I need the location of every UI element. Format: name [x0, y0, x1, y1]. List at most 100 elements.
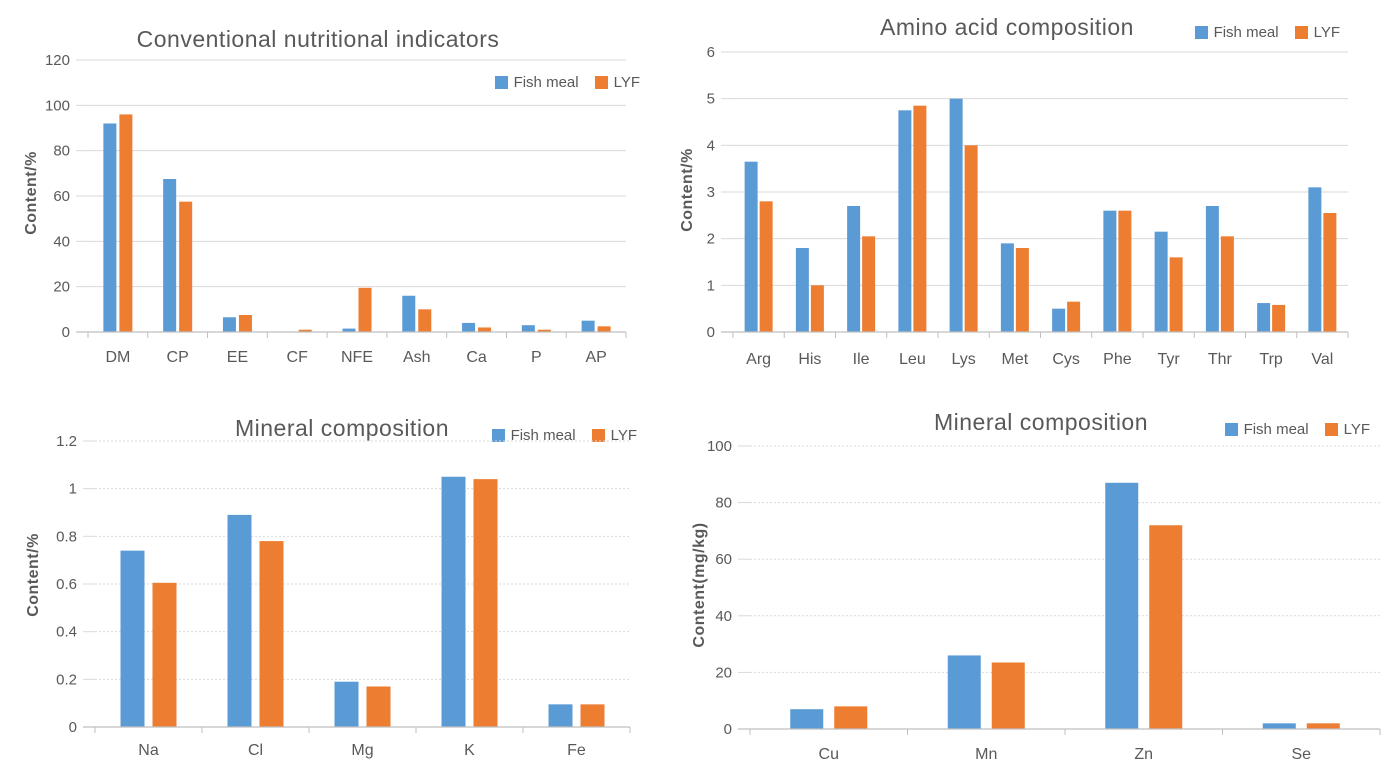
y-tick-label: 0 — [724, 721, 732, 738]
legend-label-lyf: LYF — [1343, 421, 1370, 438]
bar-fish-meal-Val — [1308, 187, 1322, 332]
y-tick-label: 0.2 — [56, 671, 77, 688]
bar-fish-meal-Met — [1000, 243, 1014, 332]
chart-title: Amino acid composition — [880, 14, 1134, 40]
bar-fish-meal-His — [795, 248, 809, 332]
bar-fish-meal-Tyr — [1154, 231, 1168, 332]
legend: Fish meal LYF — [1194, 24, 1340, 41]
plot-area: 0 0.2 0.4 0.6 0.8 1 1.2 Na Cl Mg K Fe — [56, 433, 631, 759]
legend-label-fish-meal: Fish meal — [513, 74, 579, 91]
legend-item-lyf: LYF — [594, 74, 640, 91]
x-category-label: Se — [1291, 746, 1311, 763]
x-category-label: P — [531, 349, 542, 366]
bar-fish-meal-Thr — [1205, 206, 1219, 332]
bar-lyf-DM — [119, 114, 133, 333]
bar-lyf-Ca — [478, 327, 492, 332]
bar-fish-meal-AP — [581, 320, 595, 332]
bar-fish-meal-NFE — [342, 328, 356, 332]
x-category-label: Ca — [466, 349, 487, 366]
bar-lyf-Val — [1323, 213, 1337, 332]
y-tick-label: 80 — [53, 143, 70, 160]
x-category-label: DM — [105, 349, 130, 366]
chart-title: Mineral composition — [234, 415, 450, 441]
x-category-label: CP — [167, 349, 189, 366]
legend-label-lyf: LYF — [610, 427, 637, 444]
legend-swatch-fish-meal — [1224, 423, 1238, 436]
x-category-label: EE — [227, 349, 248, 366]
bar-lyf-Zn — [1149, 525, 1183, 729]
bar-lyf-Lys — [964, 145, 978, 332]
y-tick-label: 0.8 — [56, 528, 77, 545]
bar-lyf-Trp — [1272, 304, 1286, 332]
bar-fish-meal-Trp — [1257, 303, 1271, 332]
x-category-label: Mn — [975, 746, 997, 763]
y-tick-label: 0.6 — [56, 576, 77, 593]
y-tick-label: 100 — [707, 438, 732, 455]
legend-item-fish-meal: Fish meal — [1194, 24, 1279, 41]
x-category-label: Leu — [899, 351, 926, 368]
bar-lyf-AP — [597, 326, 611, 332]
legend-swatch-fish-meal — [1194, 26, 1208, 39]
legend-swatch-lyf — [1324, 423, 1338, 436]
bar-lyf-His — [810, 285, 824, 332]
bar-fish-meal-Leu — [898, 110, 912, 332]
y-tick-label: 2 — [707, 231, 715, 248]
bar-fish-meal-Na — [120, 550, 145, 727]
legend-swatch-lyf — [594, 76, 608, 89]
legend-swatch-lyf — [1294, 26, 1308, 39]
bar-fish-meal-Mg — [334, 681, 359, 727]
x-category-label: Ile — [853, 351, 870, 368]
y-tick-label: 60 — [715, 551, 732, 568]
chart-conventional-nutritional-indicators: Conventional nutritional indicators Cont… — [0, 0, 680, 389]
bar-lyf-Cl — [259, 541, 284, 727]
legend-item-fish-meal: Fish meal — [491, 427, 576, 444]
x-category-label: Arg — [746, 351, 771, 368]
bar-fish-meal-CP — [163, 179, 177, 332]
y-tick-label: 1 — [69, 481, 77, 498]
bar-lyf-NFE — [358, 287, 372, 332]
legend: Fish meal LYF — [491, 427, 637, 444]
bar-lyf-Thr — [1220, 236, 1234, 332]
bar-fish-meal-Ca — [462, 322, 476, 332]
chart-mineral-composition-mgkg: Mineral composition Content(mg/kg) Fish … — [670, 389, 1400, 778]
bar-lyf-CF — [298, 329, 312, 332]
x-category-label: Trp — [1259, 351, 1283, 368]
bar-fish-meal-Cl — [227, 514, 252, 727]
legend-label-fish-meal: Fish meal — [1243, 421, 1309, 438]
bar-fish-meal-K — [441, 476, 466, 727]
y-tick-label: 80 — [715, 495, 732, 512]
x-category-label: K — [464, 742, 475, 759]
x-category-label: Met — [1002, 351, 1029, 368]
bar-fish-meal-Cys — [1052, 308, 1066, 332]
x-category-label: CF — [287, 349, 309, 366]
bar-fish-meal-Fe — [548, 704, 573, 727]
legend-label-lyf: LYF — [1313, 24, 1340, 41]
x-category-label: Val — [1311, 351, 1333, 368]
legend-item-lyf: LYF — [1294, 24, 1340, 41]
plot-area: 0 20 40 60 80 100 120 DM CP EE CF NFE Ash Ca P AP — [45, 52, 627, 366]
y-tick-label: 3 — [707, 184, 715, 201]
bar-fish-meal-Ile — [847, 206, 861, 332]
y-tick-label: 40 — [715, 608, 732, 625]
x-category-label: Tyr — [1158, 351, 1181, 368]
bar-lyf-Fe — [580, 704, 605, 727]
bar-lyf-Cys — [1067, 301, 1081, 332]
y-tick-label: 40 — [53, 233, 70, 250]
plot-area: 0 20 40 60 80 100 Cu Mn Zn Se — [707, 438, 1381, 763]
x-category-label: Na — [138, 742, 159, 759]
bar-fish-meal-Se — [1262, 723, 1296, 729]
x-category-label: His — [798, 351, 821, 368]
x-category-label: NFE — [341, 349, 373, 366]
y-tick-label: 60 — [53, 188, 70, 205]
x-category-label: Cu — [819, 746, 839, 763]
y-tick-label: 4 — [707, 137, 715, 154]
bar-lyf-Ile — [862, 236, 876, 332]
bar-lyf-Mn — [991, 662, 1025, 729]
legend: Fish meal LYF — [494, 74, 640, 91]
legend-swatch-fish-meal — [494, 76, 508, 89]
bar-lyf-Se — [1306, 723, 1340, 729]
x-category-label: Lys — [951, 351, 975, 368]
y-tick-label: 6 — [707, 44, 715, 61]
x-category-label: Phe — [1103, 351, 1132, 368]
bar-fish-meal-P — [521, 325, 535, 332]
